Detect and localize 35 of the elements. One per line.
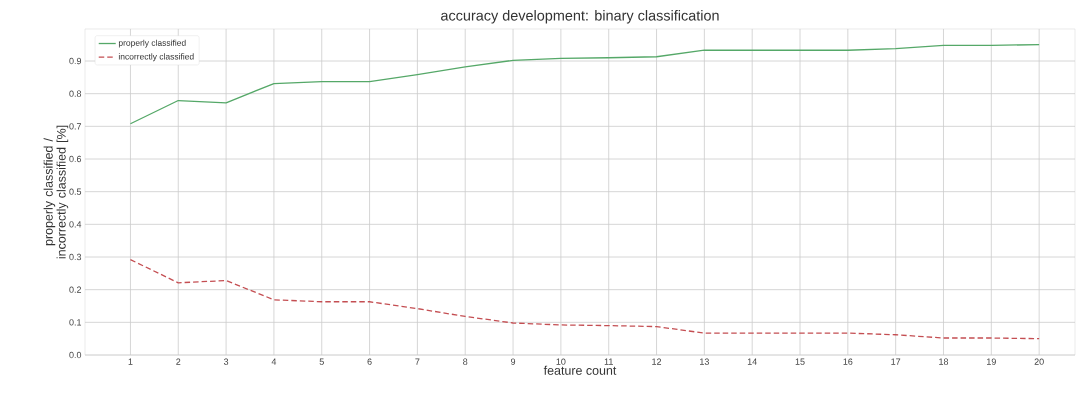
- x-tick-label: 15: [795, 358, 805, 365]
- x-tick-label: 13: [700, 358, 709, 365]
- y-tick-label: 0.6: [69, 155, 82, 163]
- chart-title: accuracy development: binary classification: [441, 10, 719, 24]
- x-tick-label: 19: [987, 358, 996, 365]
- x-tick-label: 11: [604, 358, 613, 365]
- x-tick-label: 4: [271, 358, 277, 365]
- x-tick-label: 6: [367, 358, 372, 365]
- y-tick-label: 0.9: [69, 57, 82, 65]
- x-tick-label: 14: [747, 358, 757, 365]
- y-tick-label: 0.0: [69, 351, 82, 359]
- x-tick-label: 16: [843, 358, 853, 365]
- x-tick-label: 18: [939, 358, 949, 365]
- y-tick-label: 0.1: [69, 319, 82, 326]
- x-tick-label: 9: [510, 358, 516, 365]
- x-tick-label: 5: [319, 358, 324, 365]
- x-tick-label: 7: [415, 358, 420, 365]
- y-tick-label: 0.4: [69, 221, 82, 228]
- x-tick-label: 3: [223, 358, 229, 365]
- x-tick-label: 20: [1034, 358, 1044, 365]
- y-tick-label: 0.7: [69, 123, 82, 130]
- y-tick-label: 0.5: [69, 188, 82, 195]
- y-axis-title: properly classified / incorrectly classified [%]: [43, 125, 69, 259]
- x-axis-title: feature count: [543, 365, 617, 375]
- x-tick-label: 2: [176, 358, 181, 365]
- y-tick-label: 0.3: [69, 253, 82, 261]
- legend-label: incorrectly classified: [118, 53, 194, 62]
- x-tick-label: 10: [556, 358, 566, 365]
- y-tick-label: 0.8: [69, 90, 82, 97]
- x-tick-label: 8: [463, 358, 468, 365]
- legend-label: properly classified: [118, 39, 186, 48]
- x-tick-label: 17: [891, 358, 901, 365]
- y-tick-label: 0.2: [69, 286, 82, 293]
- x-tick-label: 12: [652, 358, 662, 365]
- x-tick-label: 1: [128, 358, 133, 365]
